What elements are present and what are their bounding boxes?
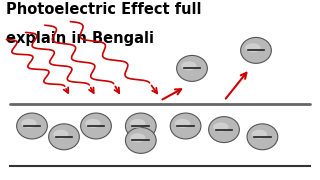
Ellipse shape [125, 113, 156, 139]
Ellipse shape [130, 119, 145, 128]
Ellipse shape [247, 124, 278, 150]
Ellipse shape [209, 117, 239, 143]
Ellipse shape [241, 37, 271, 63]
Ellipse shape [85, 119, 100, 128]
Ellipse shape [125, 127, 156, 153]
Ellipse shape [21, 119, 36, 128]
Ellipse shape [213, 122, 228, 132]
Ellipse shape [49, 124, 79, 150]
Ellipse shape [177, 55, 207, 81]
Ellipse shape [170, 113, 201, 139]
Ellipse shape [81, 113, 111, 139]
Ellipse shape [252, 130, 267, 139]
Ellipse shape [175, 119, 190, 128]
Ellipse shape [181, 61, 196, 70]
Ellipse shape [130, 133, 145, 142]
Text: explain in Bengali: explain in Bengali [6, 31, 155, 46]
Ellipse shape [245, 43, 260, 52]
Ellipse shape [53, 130, 68, 139]
Ellipse shape [17, 113, 47, 139]
Text: Photoelectric Effect full: Photoelectric Effect full [6, 2, 202, 17]
